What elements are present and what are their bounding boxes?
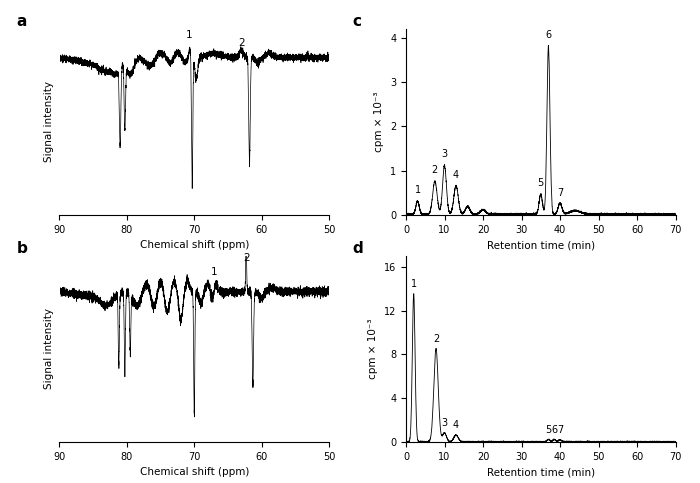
Text: 1: 1 — [186, 30, 193, 41]
Text: 3: 3 — [442, 418, 447, 428]
Text: 2: 2 — [433, 334, 439, 344]
Text: 2: 2 — [432, 165, 438, 175]
Text: 1: 1 — [211, 268, 218, 277]
X-axis label: Chemical shift (ppm): Chemical shift (ppm) — [139, 240, 249, 250]
Y-axis label: Signal intensity: Signal intensity — [44, 82, 54, 162]
X-axis label: Chemical shift (ppm): Chemical shift (ppm) — [139, 467, 249, 477]
X-axis label: Retention time (min): Retention time (min) — [486, 467, 595, 477]
Text: 5: 5 — [545, 425, 552, 435]
Text: b: b — [16, 241, 27, 256]
Text: 2: 2 — [238, 38, 245, 48]
Text: 1: 1 — [414, 185, 421, 196]
Y-axis label: cpm × 10⁻³: cpm × 10⁻³ — [374, 92, 384, 152]
Text: 1: 1 — [411, 279, 416, 289]
Text: 7: 7 — [557, 426, 563, 435]
Text: d: d — [352, 241, 363, 256]
Text: 3: 3 — [442, 149, 447, 159]
Text: 5: 5 — [538, 178, 544, 188]
Text: 6: 6 — [551, 425, 557, 435]
Text: 6: 6 — [545, 30, 552, 41]
X-axis label: Retention time (min): Retention time (min) — [486, 240, 595, 250]
Text: 4: 4 — [453, 421, 459, 430]
Text: c: c — [352, 14, 361, 29]
Text: 2: 2 — [243, 253, 249, 263]
Text: 7: 7 — [557, 188, 563, 198]
Y-axis label: cpm × 10⁻³: cpm × 10⁻³ — [368, 319, 378, 379]
Text: a: a — [16, 14, 27, 29]
Text: 4: 4 — [453, 170, 459, 180]
Y-axis label: Signal intensity: Signal intensity — [44, 309, 54, 389]
